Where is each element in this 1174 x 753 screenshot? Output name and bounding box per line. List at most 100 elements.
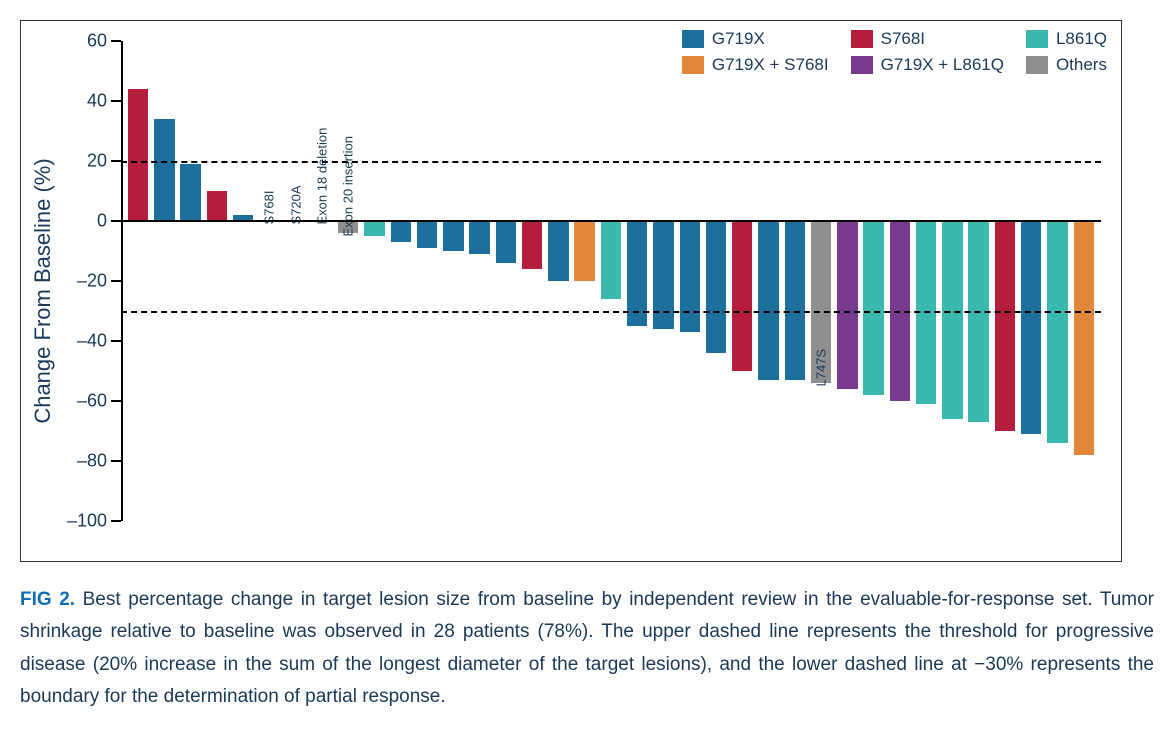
bar-slot (520, 41, 544, 521)
bar-annotation: S720A (288, 185, 303, 224)
y-tick (111, 400, 121, 402)
bar-annotation: L747S (814, 349, 829, 387)
legend-swatch (851, 56, 873, 74)
bar-slot (704, 41, 728, 521)
figure-caption: FIG 2. Best percentage change in target … (20, 584, 1154, 713)
y-tick-label: –40 (77, 331, 107, 352)
y-tick (111, 520, 121, 522)
bar-slot (756, 41, 780, 521)
bar (574, 221, 594, 281)
bar-slot (362, 41, 386, 521)
bar-slot (126, 41, 150, 521)
figure-label: FIG 2. (20, 589, 75, 610)
bar-slot (599, 41, 623, 521)
legend-swatch (682, 30, 704, 48)
bar-slot (494, 41, 518, 521)
legend-swatch (851, 30, 873, 48)
y-tick-label: –60 (77, 391, 107, 412)
zero-line (121, 220, 1101, 222)
bar (522, 221, 542, 269)
bar-slot (415, 41, 439, 521)
bar (1074, 221, 1094, 455)
bar (469, 221, 489, 254)
y-tick (111, 160, 121, 162)
bar (942, 221, 962, 419)
bar (732, 221, 752, 371)
bar (180, 164, 200, 221)
bar-slot: S768I (257, 41, 281, 521)
bar (443, 221, 463, 251)
legend-item: G719X + L861Q (851, 55, 1004, 75)
bar-slot (467, 41, 491, 521)
y-tick (111, 280, 121, 282)
bar-slot (730, 41, 754, 521)
legend-item: Others (1026, 55, 1107, 75)
bar (207, 191, 227, 221)
bar-slot: Exon 18 deletion (310, 41, 334, 521)
legend-item: G719X (682, 29, 829, 49)
y-tick-label: 0 (97, 211, 107, 232)
bar-slot (1045, 41, 1069, 521)
bar-slot (783, 41, 807, 521)
figure-caption-text: Best percentage change in target lesion … (20, 589, 1154, 707)
bar (1021, 221, 1041, 434)
bar-slot (179, 41, 203, 521)
bar-slot (651, 41, 675, 521)
bar-slot (888, 41, 912, 521)
legend: G719X S768I L861Q G719X + S768I G719X + L861… (682, 29, 1107, 75)
bar-slot (625, 41, 649, 521)
bar-slot (573, 41, 597, 521)
bar-slot (389, 41, 413, 521)
y-tick-label: 40 (87, 91, 107, 112)
y-tick-label: 60 (87, 31, 107, 52)
legend-item: S768I (851, 29, 1004, 49)
legend-label: Others (1056, 55, 1107, 75)
y-tick (111, 460, 121, 462)
bar (995, 221, 1015, 431)
y-tick (111, 340, 121, 342)
bar-slot (914, 41, 938, 521)
bar (391, 221, 411, 242)
bar (1047, 221, 1067, 443)
bar-slot (993, 41, 1017, 521)
bar-slot: S720A (284, 41, 308, 521)
legend-label: G719X + S768I (712, 55, 829, 75)
bar-slot (967, 41, 991, 521)
bar-annotation: Exon 18 deletion (314, 128, 329, 225)
y-tick-label: –80 (77, 451, 107, 472)
bar-slot (678, 41, 702, 521)
bar (548, 221, 568, 281)
plot-area: S768IS720AExon 18 deletionExon 20 insert… (121, 41, 1101, 521)
bar (785, 221, 805, 380)
y-tick-label: –100 (67, 511, 107, 532)
legend-swatch (682, 56, 704, 74)
y-tick-label: –20 (77, 271, 107, 292)
bar (496, 221, 516, 263)
legend-swatch (1026, 56, 1048, 74)
bar (364, 221, 384, 236)
y-axis-line (121, 41, 123, 521)
bar (863, 221, 883, 395)
reference-line (121, 311, 1101, 313)
bar-slot (231, 41, 255, 521)
bar-slot (940, 41, 964, 521)
bar (706, 221, 726, 353)
legend-item: L861Q (1026, 29, 1107, 49)
legend-label: S768I (881, 29, 925, 49)
bar (154, 119, 174, 221)
bars-container: S768IS720AExon 18 deletionExon 20 insert… (126, 41, 1096, 521)
bar-slot (205, 41, 229, 521)
y-tick-label: 20 (87, 151, 107, 172)
bar-slot (835, 41, 859, 521)
bar (758, 221, 778, 380)
bar (968, 221, 988, 422)
y-tick (111, 100, 121, 102)
bar-slot (861, 41, 885, 521)
legend-label: L861Q (1056, 29, 1107, 49)
legend-swatch (1026, 30, 1048, 48)
bar-slot (152, 41, 176, 521)
bar (601, 221, 621, 299)
y-axis-title: Change From Baseline (%) (30, 158, 56, 423)
bar (680, 221, 700, 332)
waterfall-chart: Change From Baseline (%) S768I S720A Exon … (20, 20, 1122, 562)
